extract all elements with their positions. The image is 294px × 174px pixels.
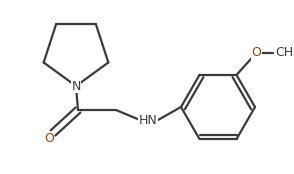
Text: N: N	[71, 80, 81, 93]
Text: HN: HN	[139, 113, 157, 126]
Text: O: O	[44, 132, 54, 145]
Text: CH₃: CH₃	[275, 46, 294, 60]
Text: O: O	[252, 46, 261, 60]
